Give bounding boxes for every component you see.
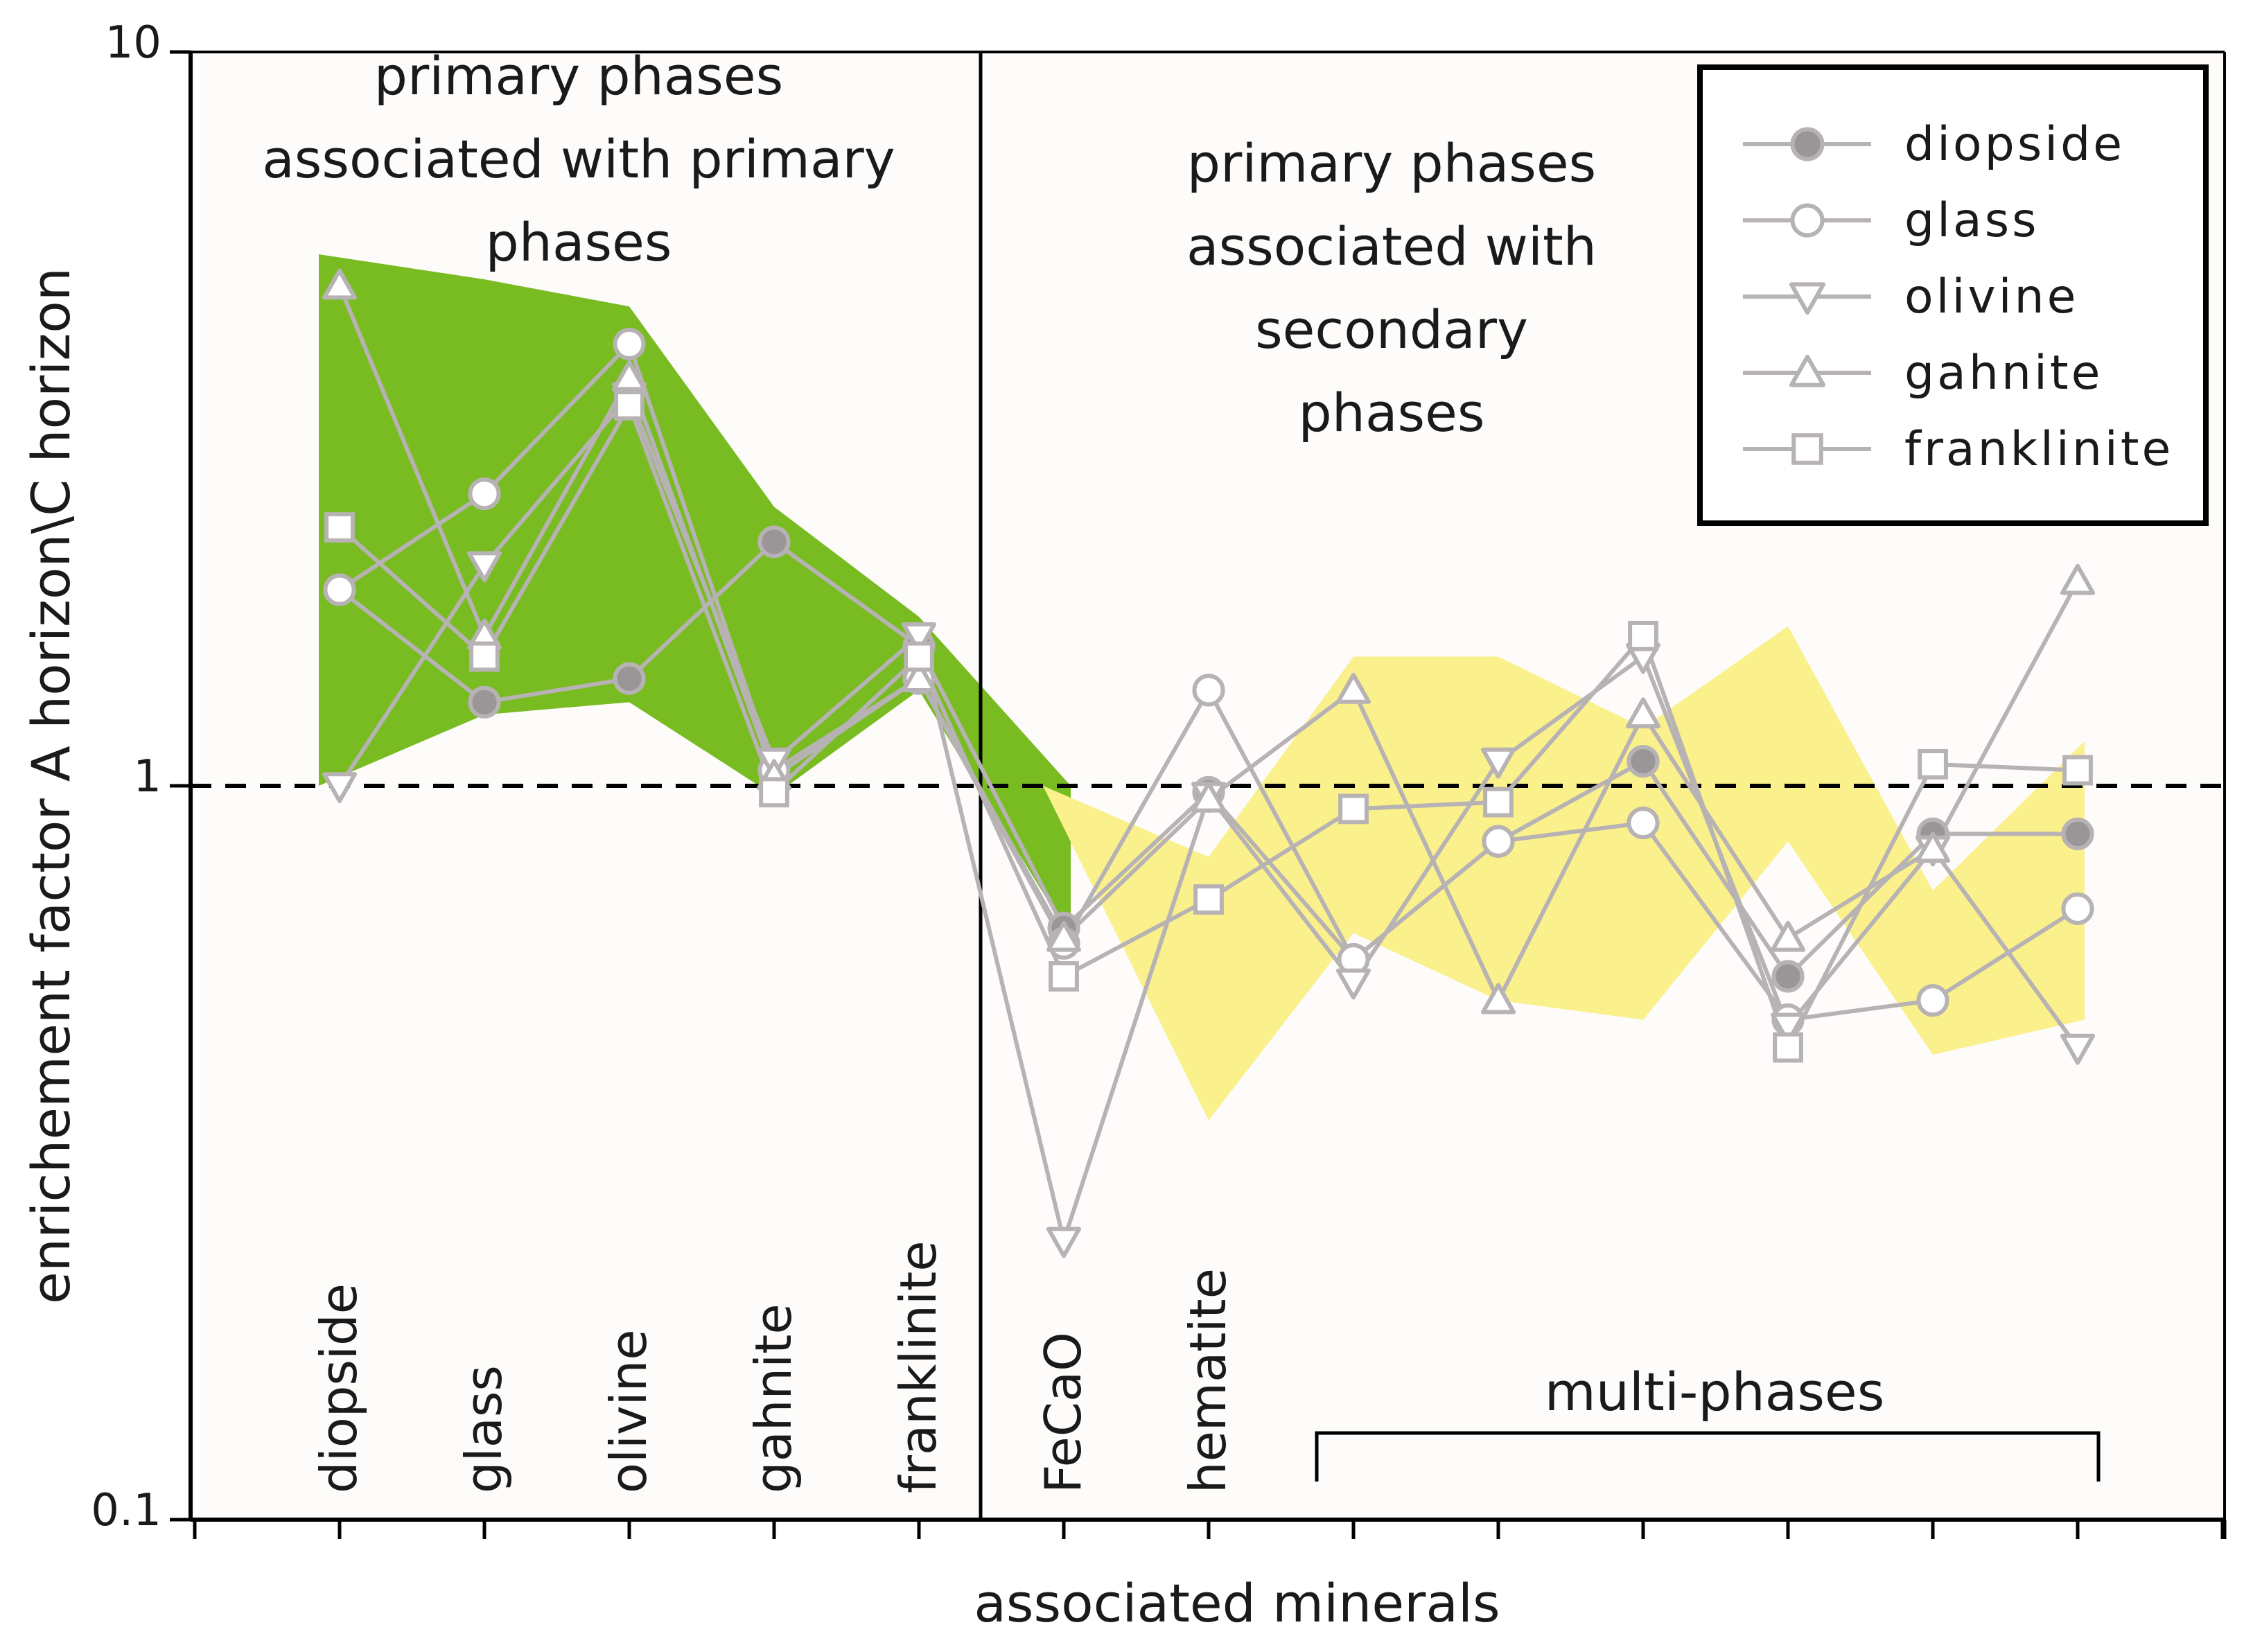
point-olivine-11 (1770, 1012, 1806, 1044)
legend-label-diopside: diopside (1904, 117, 2125, 172)
point-gahnite-6 (1046, 920, 1082, 952)
legend: diopside glass olivine gahnite franklinite (1697, 64, 2209, 526)
region-label-primary-associated-secondary-line-3: secondary (1255, 299, 1528, 360)
point-franklinite-7 (1193, 884, 1224, 915)
point-gahnite-12 (1915, 832, 1951, 863)
point-gahnite-9 (1480, 983, 1516, 1014)
labels-layer: diopside glass olivine gahnite franklinite Fe… (262, 45, 2101, 1493)
multi-phases-label: multi-phases (1545, 1361, 1885, 1423)
region-label-primary-associated-primary-line-2: associated with primary (262, 128, 895, 190)
point-glass-3 (613, 327, 646, 360)
point-olivine-6 (1046, 1227, 1082, 1258)
region-label-primary-associated-primary-line-3: phases (486, 211, 672, 273)
point-franklinite-6 (1049, 961, 1079, 992)
y-tick-label-10: 10 (105, 17, 161, 69)
point-diopside-4 (757, 525, 791, 559)
region-label-primary-associated-primary-line-1: primary phases (374, 45, 784, 107)
legend-label-glass: glass (1904, 193, 2040, 248)
category-label-fecao: FeCaO (1034, 1332, 1092, 1493)
point-olivine-2 (466, 551, 502, 583)
point-diopside-3 (613, 662, 646, 695)
point-gahnite-3 (611, 360, 647, 392)
point-franklinite-12 (1918, 748, 1948, 780)
point-gahnite-8 (1335, 672, 1371, 704)
point-gahnite-13 (2060, 563, 2096, 595)
point-glass-9 (1482, 825, 1515, 858)
point-glass-10 (1627, 807, 1660, 840)
point-diopside-2 (468, 685, 501, 719)
legend-label-olivine: olivine (1904, 270, 2078, 324)
point-glass-2 (468, 477, 501, 511)
region-label-primary-associated-secondary-line-1: primary phases (1187, 132, 1597, 194)
series-layer (322, 268, 2096, 1258)
point-olivine-1 (322, 772, 358, 804)
category-label-gahnite: gahnite (744, 1303, 803, 1493)
point-glass-7 (1192, 674, 1225, 707)
region-label-primary-associated-secondary-line-4: phases (1299, 382, 1485, 443)
legend-label-franklinite: franklinite (1904, 422, 2173, 477)
legend-marker-glass (1790, 203, 1825, 238)
region-label-primary-associated-secondary-line-2: associated with (1186, 216, 1597, 277)
point-franklinite-10 (1628, 620, 1658, 651)
point-olivine-9 (1480, 747, 1516, 779)
point-glass-1 (323, 573, 356, 606)
point-olivine-13 (2060, 1033, 2096, 1065)
point-diopside-11 (1771, 960, 1805, 993)
legend-marker-diopside (1790, 127, 1825, 161)
point-franklinite-8 (1338, 793, 1369, 825)
point-gahnite-11 (1770, 920, 1806, 952)
point-gahnite-7 (1191, 781, 1227, 813)
multi-phases-bracket (1315, 1431, 2101, 1482)
point-gahnite-1 (322, 268, 358, 300)
category-label-diopside: diopside (310, 1283, 368, 1493)
y-axis-label: enrichement factor A horizon\C horizon (20, 267, 82, 1304)
legend-marker-gahnite (1789, 354, 1826, 387)
category-label-franklinite: franklinite (889, 1240, 947, 1493)
y-tick-label-1: 1 (133, 751, 161, 802)
legend-marker-franklinite (1791, 433, 1823, 465)
legend-marker-olivine (1789, 282, 1826, 315)
legend-label-gahnite: gahnite (1904, 346, 2103, 401)
point-glass-13 (2061, 892, 2094, 925)
point-diopside-10 (1627, 745, 1660, 778)
axes-layer: 0.1 1 10 (91, 17, 2227, 1539)
point-franklinite-5 (904, 641, 934, 672)
point-franklinite-3 (614, 389, 645, 421)
point-franklinite-1 (324, 512, 355, 543)
point-franklinite-13 (2062, 755, 2093, 786)
point-glass-12 (1916, 984, 1949, 1017)
point-franklinite-2 (469, 641, 500, 672)
point-gahnite-5 (901, 661, 937, 693)
point-olivine-5 (901, 622, 937, 653)
point-diopside-13 (2061, 817, 2094, 850)
point-franklinite-11 (1773, 1032, 1803, 1063)
y-tick-label-0.1: 0.1 (91, 1485, 161, 1536)
category-label-olivine: olivine (599, 1329, 658, 1493)
category-label-hematite: hematite (1179, 1268, 1237, 1493)
point-olivine-8 (1335, 968, 1371, 1000)
x-axis-label: associated minerals (974, 1572, 1500, 1634)
category-label-glass: glass (455, 1365, 513, 1493)
point-franklinite-4 (759, 777, 789, 808)
point-franklinite-9 (1483, 787, 1514, 818)
point-gahnite-10 (1625, 697, 1661, 729)
band-primary (319, 254, 1071, 938)
